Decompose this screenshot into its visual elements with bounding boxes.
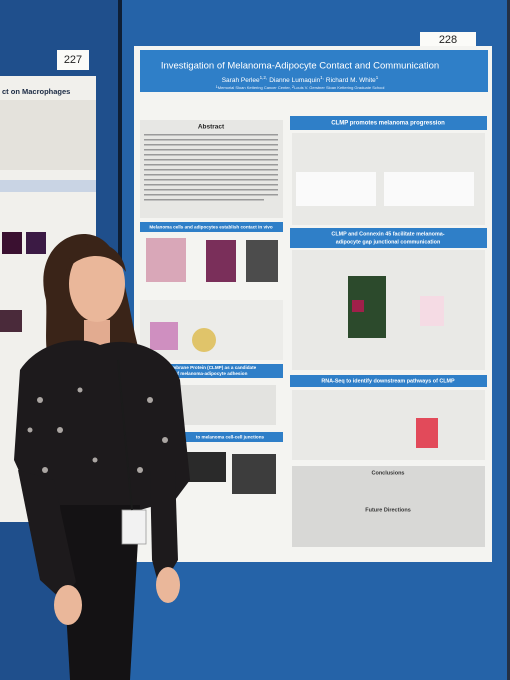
author-sup: 1,2, [260, 75, 268, 80]
section-band [140, 222, 283, 232]
figure [192, 328, 216, 352]
section-band [140, 432, 283, 442]
figure [186, 452, 226, 482]
section-header: CLMP and Connexin 45 facilitate melanoma… [331, 231, 444, 237]
section-header: CLMP promotes melanoma progression [331, 121, 445, 127]
figure [384, 172, 474, 206]
section-header: Conclusions [371, 470, 404, 476]
figure [180, 385, 276, 425]
author: Sarah Perlee [222, 77, 260, 84]
section-header: RNA-Seq to identify downstream pathways … [321, 378, 455, 384]
affiliation-sup: 2 [292, 84, 295, 89]
figure [150, 322, 178, 350]
section-header: Membrane Protein (CLMP) as a candidate [166, 365, 257, 370]
author-sup: 1, [320, 75, 324, 80]
panel [292, 390, 485, 460]
left-poster-title: ct on Macrophages [2, 87, 70, 96]
left-figure [0, 310, 22, 332]
figure [352, 300, 364, 312]
section-header: of melanoma-adipocyte adhesion [175, 371, 248, 376]
panel [292, 250, 485, 370]
board-card [420, 32, 476, 46]
author: Richard M. White [326, 77, 376, 84]
section-band [290, 375, 487, 387]
figure [206, 240, 236, 282]
abstract-lines [144, 134, 278, 201]
left-figure [26, 232, 46, 254]
left-text-block [0, 100, 96, 170]
board-number: 227 [64, 54, 82, 66]
poster-authors: Sarah Perlee1,2, Dianne Lumaquin1, Richard… [222, 75, 379, 84]
future-box [292, 503, 485, 547]
section-header: Abstract [198, 124, 225, 131]
section-band [290, 228, 487, 248]
figure [246, 240, 278, 282]
figure [146, 238, 186, 282]
figure [416, 418, 438, 448]
board-number: 228 [439, 34, 457, 46]
left-figure [2, 232, 22, 254]
section-header: Future Directions [365, 507, 411, 513]
affiliation: Louis V. Gerstner Sloan Kettering Gradua… [294, 85, 384, 90]
figure [296, 172, 376, 206]
board-card [57, 50, 89, 70]
poster-title: Investigation of Melanoma-Adipocyte Cont… [161, 61, 439, 72]
affiliation-sup: 1 [216, 84, 219, 89]
section-band [290, 116, 487, 130]
affiliation: Memorial Sloan Kettering Cancer Center, [218, 85, 292, 90]
conclusions-box [292, 466, 485, 504]
section-header: adipocyte gap junctional communication [336, 239, 441, 245]
poster-affiliations: 1Memorial Sloan Kettering Cancer Center,… [216, 84, 385, 90]
section-header: Melanoma cells and adipocytes establish … [149, 225, 272, 230]
person [14, 234, 190, 680]
section-header: to melanoma cell-cell junctions [196, 435, 265, 440]
figure [420, 296, 444, 326]
figure [232, 454, 276, 494]
author-sup: 1 [376, 75, 379, 80]
poster-title-band [140, 50, 488, 92]
left-header [0, 180, 96, 192]
author: Dianne Lumaquin [269, 77, 320, 84]
